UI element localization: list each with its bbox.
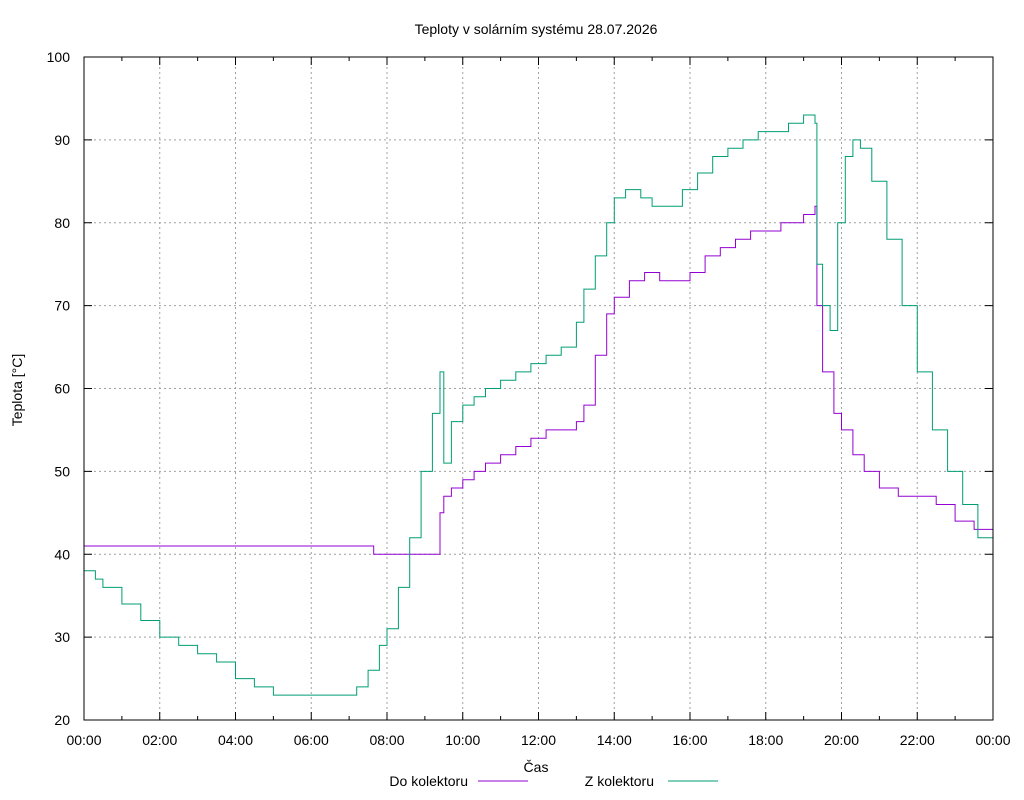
legend-label: Z kolektoru [585, 773, 654, 789]
x-tick-label: 16:00 [672, 732, 707, 748]
y-tick-label: 70 [54, 298, 70, 314]
y-tick-label: 20 [54, 712, 70, 728]
chart-title: Teploty v solárním systému 28.07.2026 [415, 21, 658, 37]
x-tick-label: 14:00 [597, 732, 632, 748]
y-tick-label: 100 [47, 49, 71, 65]
series-line-1 [84, 205, 994, 555]
y-axis-label: Teplota [°C] [9, 354, 25, 427]
x-tick-label: 10:00 [445, 732, 480, 748]
y-tick-label: 50 [54, 463, 70, 479]
x-tick-label: 12:00 [521, 732, 556, 748]
series-line-2 [84, 114, 994, 696]
legend-label: Do kolektoru [389, 773, 468, 789]
x-tick-label: 20:00 [824, 732, 859, 748]
x-tick-label: 06:00 [294, 732, 329, 748]
y-tick-label: 60 [54, 381, 70, 397]
x-tick-label: 02:00 [142, 732, 177, 748]
series-lines [84, 114, 994, 696]
plot-frame [83, 56, 994, 721]
y-tick-label: 40 [54, 546, 70, 562]
grid [84, 57, 993, 720]
x-axis-label: Čas [524, 759, 549, 775]
x-tick-label: 22:00 [900, 732, 935, 748]
x-tick-label: 04:00 [218, 732, 253, 748]
x-tick-label: 08:00 [369, 732, 404, 748]
y-tick-label: 30 [54, 629, 70, 645]
x-tick-label: 00:00 [975, 732, 1010, 748]
y-tick-label: 80 [54, 215, 70, 231]
tick-labels: 20 30 40 50 60 70 80 90 100 00:00 02:00 04:00 06:00 0… [47, 49, 1011, 748]
x-tick-label: 18:00 [748, 732, 783, 748]
legend: Do kolektoru Z kolektoru [389, 773, 718, 789]
y-tick-label: 90 [54, 132, 70, 148]
x-tick-label: 00:00 [66, 732, 101, 748]
